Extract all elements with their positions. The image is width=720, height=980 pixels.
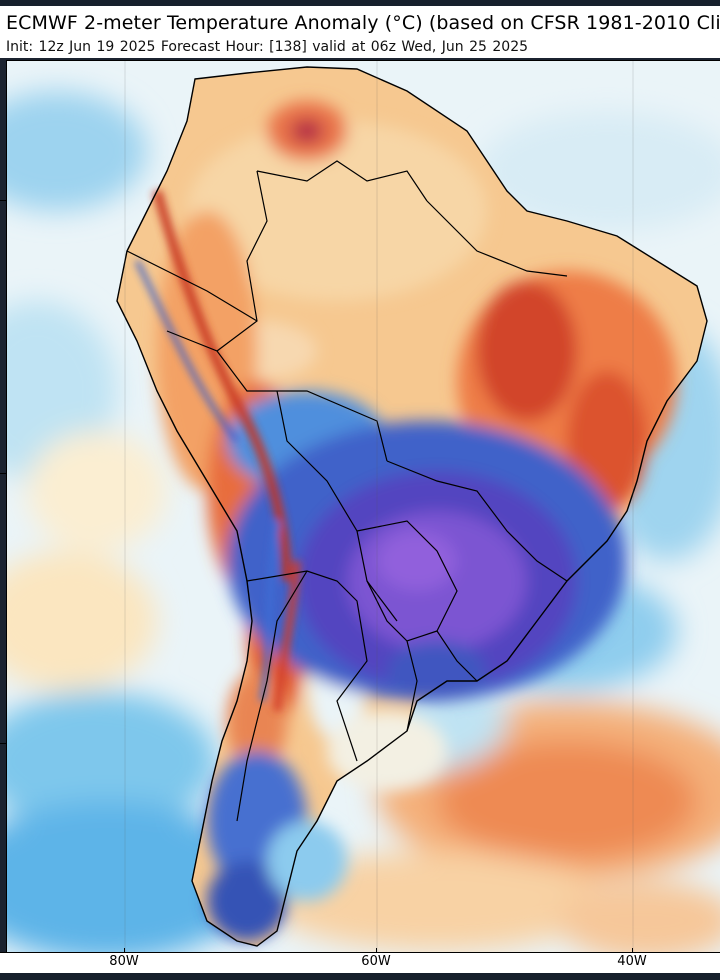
top-strip — [0, 0, 720, 6]
land-anomaly-field — [157, 101, 677, 941]
andes-detail — [134, 189, 301, 712]
lon-label-80w: 80W — [109, 954, 139, 969]
lon-tick — [376, 948, 377, 953]
anomaly-map-svg — [7, 61, 720, 953]
lat-tick — [0, 200, 6, 201]
bottom-strip — [0, 973, 720, 980]
anomaly-map — [6, 60, 720, 953]
lon-label-60w: 60W — [361, 954, 391, 969]
graticule — [124, 61, 634, 953]
lon-label-40w: 40W — [617, 954, 647, 969]
map-title: ECMWF 2-meter Temperature Anomaly (°C) (… — [6, 12, 720, 34]
country-borders — [116, 66, 708, 947]
map-header: ECMWF 2-meter Temperature Anomaly (°C) (… — [0, 6, 720, 58]
lon-tick — [124, 948, 125, 953]
lat-tick — [0, 743, 6, 744]
lat-tick — [0, 473, 6, 474]
ocean-anomaly-field — [7, 61, 720, 953]
lon-tick — [632, 948, 633, 953]
map-subtitle: Init: 12z Jun 19 2025 Forecast Hour: [13… — [6, 39, 529, 55]
longitude-axis: 80W 60W 40W — [0, 948, 720, 974]
